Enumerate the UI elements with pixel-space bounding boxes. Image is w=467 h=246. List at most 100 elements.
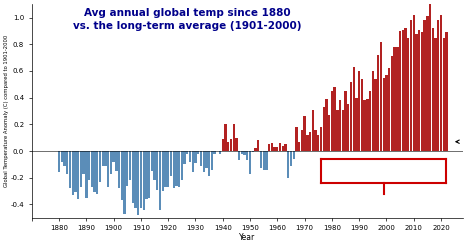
Bar xyxy=(350,82,352,151)
Bar xyxy=(69,151,71,188)
Bar xyxy=(402,30,404,151)
Bar xyxy=(287,151,290,178)
Bar xyxy=(268,144,270,151)
Bar xyxy=(126,151,128,186)
Bar xyxy=(102,151,104,166)
Bar xyxy=(342,110,344,151)
Bar xyxy=(262,151,265,170)
Bar xyxy=(129,151,131,180)
Bar xyxy=(301,130,303,151)
Bar xyxy=(113,151,115,162)
Bar xyxy=(120,151,123,200)
Bar xyxy=(443,38,445,151)
Bar xyxy=(434,38,437,151)
Bar xyxy=(437,20,439,151)
Bar xyxy=(361,79,363,151)
Bar xyxy=(399,31,401,151)
Bar xyxy=(396,47,398,151)
Bar xyxy=(377,55,379,151)
Bar xyxy=(404,28,407,151)
Bar xyxy=(325,99,327,151)
Bar xyxy=(331,91,333,151)
Bar xyxy=(243,151,246,155)
Bar xyxy=(276,147,278,151)
Bar xyxy=(224,124,226,151)
Bar xyxy=(412,15,415,151)
Bar xyxy=(353,67,355,151)
Bar xyxy=(162,151,164,191)
Bar xyxy=(369,91,371,151)
Bar xyxy=(58,151,60,172)
Bar xyxy=(137,151,139,215)
Bar xyxy=(415,33,417,151)
Bar xyxy=(189,151,191,162)
Bar xyxy=(159,151,161,210)
Bar xyxy=(142,151,145,210)
Bar xyxy=(184,151,186,164)
Bar xyxy=(110,151,112,174)
Bar xyxy=(320,127,322,151)
Bar xyxy=(211,151,213,170)
Bar xyxy=(333,87,336,151)
Bar xyxy=(385,75,388,151)
Bar xyxy=(257,140,259,151)
Bar xyxy=(311,110,314,151)
Bar xyxy=(410,20,412,151)
Bar xyxy=(233,124,235,151)
Bar xyxy=(83,151,85,174)
Bar xyxy=(235,138,238,151)
Bar xyxy=(424,20,426,151)
Bar xyxy=(328,115,330,151)
Bar xyxy=(93,151,96,192)
Bar xyxy=(274,147,276,151)
Bar xyxy=(372,71,374,151)
Text: Avg annual global temp since 1880
vs. the long-term average (1901-2000): Avg annual global temp since 1880 vs. th… xyxy=(73,8,301,31)
Bar xyxy=(366,99,368,151)
Bar xyxy=(96,151,99,194)
Bar xyxy=(167,151,170,187)
Bar xyxy=(132,151,134,203)
Bar xyxy=(222,139,224,151)
Bar xyxy=(375,79,377,151)
Bar xyxy=(181,151,183,180)
Bar xyxy=(115,151,118,171)
X-axis label: Year: Year xyxy=(239,233,255,242)
Bar xyxy=(284,144,287,151)
Bar xyxy=(219,151,221,154)
Bar xyxy=(88,151,90,180)
Bar xyxy=(358,71,361,151)
Bar xyxy=(336,110,339,151)
Bar xyxy=(213,151,216,154)
Bar xyxy=(227,142,229,151)
Bar xyxy=(140,151,142,208)
Bar xyxy=(197,151,199,154)
Bar xyxy=(175,151,177,186)
Bar xyxy=(382,77,385,151)
Bar xyxy=(265,151,268,170)
Bar xyxy=(99,151,101,182)
Bar xyxy=(148,151,150,198)
Bar xyxy=(317,135,319,151)
Bar xyxy=(429,0,431,151)
Bar xyxy=(164,151,167,187)
Bar xyxy=(380,42,382,151)
Bar xyxy=(355,98,358,151)
Bar xyxy=(156,151,158,190)
Bar xyxy=(391,56,393,151)
Bar xyxy=(246,151,248,160)
Bar xyxy=(418,30,420,151)
Bar xyxy=(279,143,281,151)
Bar xyxy=(154,151,156,180)
Bar xyxy=(203,151,205,172)
Bar xyxy=(77,151,79,199)
Bar xyxy=(66,151,69,174)
Bar xyxy=(64,151,66,166)
Bar xyxy=(323,107,325,151)
Bar xyxy=(446,32,448,151)
Bar xyxy=(241,151,243,154)
Bar xyxy=(344,91,347,151)
Bar xyxy=(306,135,309,151)
Bar xyxy=(249,151,251,174)
Bar xyxy=(347,104,349,151)
Bar xyxy=(170,151,172,176)
